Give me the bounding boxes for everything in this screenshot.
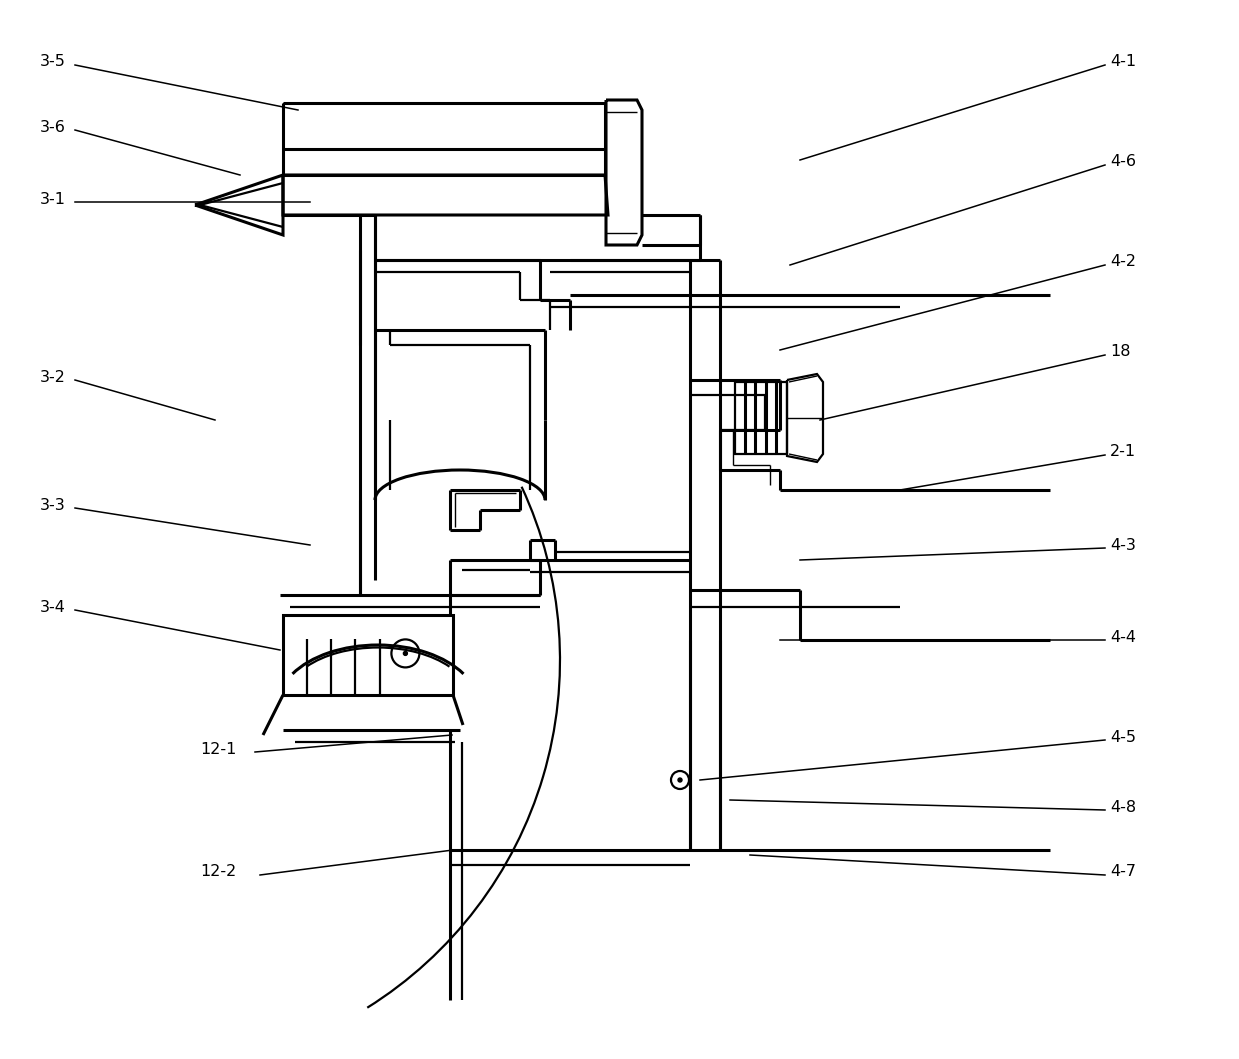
Text: 3-1: 3-1 (40, 193, 66, 208)
Bar (735, 382, 787, 454)
Text: 3-4: 3-4 (40, 599, 66, 614)
Text: 18: 18 (1110, 344, 1130, 359)
Text: 4-8: 4-8 (1110, 800, 1136, 814)
Bar (282, 615, 453, 695)
Text: 4-5: 4-5 (1110, 730, 1136, 744)
Circle shape (404, 651, 408, 656)
Text: 3-5: 3-5 (40, 54, 66, 70)
Text: 4-4: 4-4 (1110, 629, 1136, 645)
Text: 4-7: 4-7 (1110, 864, 1136, 880)
Text: 3-6: 3-6 (40, 120, 66, 134)
Text: 4-6: 4-6 (1110, 155, 1136, 169)
Text: 12-1: 12-1 (199, 742, 237, 757)
Text: 3-2: 3-2 (40, 370, 66, 384)
Text: 4-3: 4-3 (1110, 538, 1136, 553)
Text: 2-1: 2-1 (1110, 445, 1136, 460)
Circle shape (678, 778, 681, 782)
Text: 12-2: 12-2 (199, 864, 237, 880)
Text: 4-1: 4-1 (1110, 54, 1136, 70)
Text: 3-3: 3-3 (40, 498, 66, 513)
Text: 4-2: 4-2 (1110, 254, 1136, 269)
